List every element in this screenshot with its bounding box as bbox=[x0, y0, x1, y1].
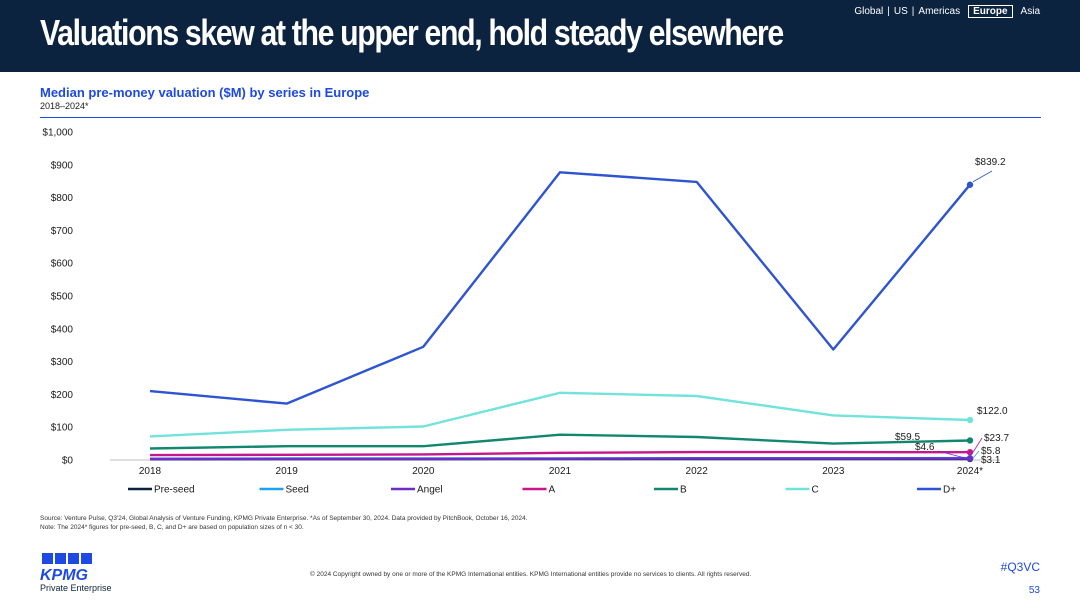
data-label: $4.6 bbox=[915, 442, 935, 453]
series-endpoint-marker bbox=[966, 455, 974, 462]
region-link-global[interactable]: Global bbox=[854, 6, 884, 17]
legend-label: C bbox=[812, 485, 819, 496]
x-tick-label: 2020 bbox=[412, 466, 435, 477]
legend-label: Pre-seed bbox=[154, 485, 195, 496]
region-link-americas[interactable]: Americas bbox=[918, 6, 961, 17]
y-tick-label: $300 bbox=[51, 357, 74, 368]
kpmg-logo-text: KPMG bbox=[40, 567, 88, 583]
data-label-leader bbox=[937, 450, 968, 459]
data-label: $5.8 bbox=[981, 446, 1001, 457]
y-tick-label: $500 bbox=[51, 292, 74, 303]
header-bar: Valuations skew at the upper end, hold s… bbox=[0, 0, 1080, 72]
line-chart: $0 $100 $200 $300 $400 $500 $600 $700 $800 $900 $1… bbox=[42, 128, 1009, 496]
kpmg-logo-mark: KPMG bbox=[40, 553, 92, 584]
x-tick-label: 2021 bbox=[549, 466, 572, 477]
logo-subtext: Private Enterprise bbox=[40, 583, 112, 593]
chart-subtitle: 2018–2024* bbox=[40, 101, 89, 111]
y-tick-label: $700 bbox=[51, 226, 74, 237]
title-divider bbox=[40, 117, 1041, 118]
data-label: $23.7 bbox=[984, 433, 1009, 444]
data-label-leader bbox=[921, 440, 968, 442]
y-tick-label: $900 bbox=[51, 160, 74, 171]
series-endpoint-marker bbox=[966, 181, 974, 188]
legend-label: Angel bbox=[417, 485, 443, 496]
region-nav: Global | US | Americas Europe Asia bbox=[854, 5, 1040, 18]
data-label: $3.1 bbox=[981, 455, 1001, 466]
region-link-us[interactable]: US bbox=[893, 6, 908, 17]
x-tick-label: 2018 bbox=[139, 466, 162, 477]
legend-label: Seed bbox=[286, 485, 309, 496]
y-tick-label: $100 bbox=[51, 423, 74, 434]
hashtag: #Q3VC bbox=[1000, 560, 1040, 574]
data-label-leader bbox=[972, 437, 983, 453]
data-label-leader bbox=[972, 450, 980, 459]
x-tick-label: 2019 bbox=[276, 466, 299, 477]
region-separator: | bbox=[911, 6, 915, 17]
series-line bbox=[149, 433, 971, 450]
y-tick-label: $400 bbox=[51, 324, 74, 335]
page-number: 53 bbox=[1028, 585, 1040, 596]
data-label: $59.5 bbox=[895, 432, 920, 443]
copyright-text: © 2024 Copyright owned by one or more of… bbox=[310, 571, 752, 578]
y-tick-label: $600 bbox=[51, 259, 74, 270]
series-line bbox=[149, 450, 971, 457]
source-note: Source: Venture Pulse, Q3'24, Global Ana… bbox=[40, 515, 528, 522]
series-line bbox=[149, 171, 971, 405]
x-tick-label: 2022 bbox=[686, 466, 709, 477]
sample-size-note: Note: The 2024* figures for pre-seed, B,… bbox=[40, 524, 304, 531]
series-endpoint-marker bbox=[966, 416, 974, 424]
x-tick-label: 2023 bbox=[822, 466, 845, 477]
series-line bbox=[149, 457, 970, 461]
y-tick-label: $1,000 bbox=[42, 128, 73, 139]
y-tick-label: $800 bbox=[51, 193, 74, 204]
legend-label: B bbox=[680, 485, 687, 496]
y-tick-label: $0 bbox=[62, 456, 74, 467]
y-tick-label: $200 bbox=[51, 390, 74, 401]
data-label-leader bbox=[972, 170, 993, 183]
region-separator: | bbox=[887, 6, 890, 17]
chart-title: Median pre-money valuation ($M) by serie… bbox=[40, 85, 370, 100]
data-label: $122.0 bbox=[977, 406, 1008, 417]
legend-label: A bbox=[549, 485, 556, 496]
series-endpoint-marker bbox=[966, 449, 974, 456]
region-link-asia[interactable]: Asia bbox=[1020, 6, 1040, 17]
data-label: $839.2 bbox=[975, 157, 1006, 168]
region-link-europe[interactable]: Europe bbox=[968, 5, 1013, 18]
series-line bbox=[149, 391, 971, 438]
series-endpoint-marker bbox=[966, 437, 974, 444]
x-tick-label: 2024* bbox=[957, 466, 983, 477]
page-title: Valuations skew at the upper end, hold s… bbox=[40, 12, 784, 53]
legend-label: D+ bbox=[943, 485, 956, 496]
kpmg-logo: KPMG bbox=[40, 553, 100, 588]
